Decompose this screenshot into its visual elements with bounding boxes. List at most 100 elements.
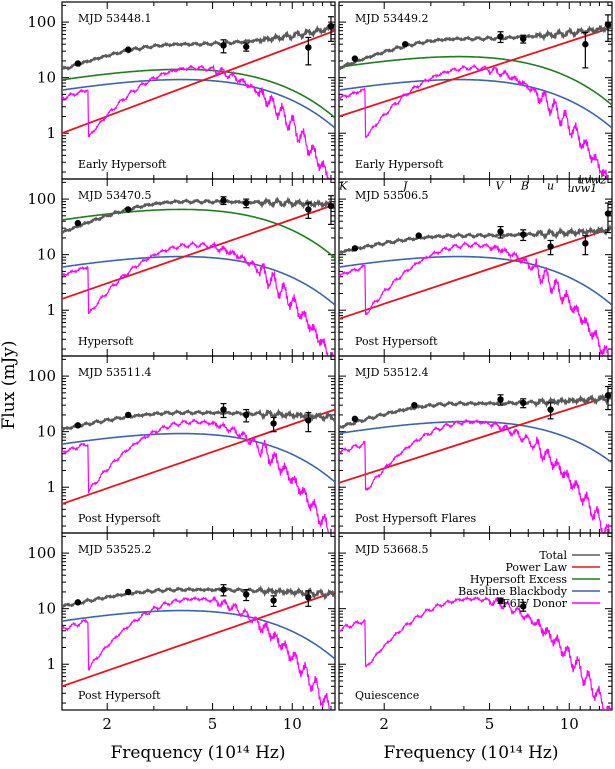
data-point xyxy=(124,411,132,419)
band-label: K xyxy=(338,179,348,192)
y-tick-label: 100 xyxy=(27,13,56,31)
band-label: J xyxy=(401,179,408,192)
data-point xyxy=(547,406,554,413)
band-label: uvw1 xyxy=(567,182,597,195)
data-point xyxy=(124,588,132,596)
x-tick-label: 2 xyxy=(379,715,389,733)
power-law-line xyxy=(62,29,335,135)
data-point xyxy=(520,35,527,43)
data-point xyxy=(327,22,335,30)
data-point xyxy=(124,206,132,213)
legend-label: Total xyxy=(539,549,567,562)
data-point xyxy=(497,33,504,40)
panel-title: MJD 53506.5 xyxy=(355,189,428,202)
panel-frame xyxy=(338,532,613,711)
data-point xyxy=(582,240,589,247)
panel-frame xyxy=(338,355,613,534)
total-model-curve xyxy=(62,23,335,71)
panel-6: MJD 53512.4 Post Hypersoft Flares xyxy=(338,355,613,534)
data-point xyxy=(305,44,312,51)
data-point xyxy=(497,228,504,235)
panel-frame xyxy=(338,178,613,357)
x-tick-label: 10 xyxy=(560,715,579,733)
donor-spectrum xyxy=(62,240,335,356)
panel-state-label: Post Hypersoft Flares xyxy=(355,512,476,525)
panel-title: MJD 53668.5 xyxy=(355,543,428,556)
hypersoft-excess-curve xyxy=(62,68,335,119)
baseline-blackbody-curve xyxy=(62,255,335,306)
x-tick-label: 2 xyxy=(102,715,112,733)
panel-curves xyxy=(339,595,612,710)
data-point xyxy=(604,210,612,217)
power-law-line xyxy=(339,26,612,118)
data-point xyxy=(520,399,527,407)
legend-label: F6IV Donor xyxy=(502,597,568,610)
total-model-curve xyxy=(62,196,335,234)
donor-spectrum xyxy=(339,241,609,356)
data-point xyxy=(305,206,312,213)
data-point xyxy=(411,401,418,409)
data-point xyxy=(327,202,335,210)
data-point xyxy=(74,219,82,227)
panel-title: MJD 53525.2 xyxy=(78,543,151,556)
x-tick-label: 5 xyxy=(208,715,218,733)
panel-state-label: Post Hypersoft xyxy=(78,512,161,525)
panel-title: MJD 53511.4 xyxy=(78,366,151,379)
data-point xyxy=(220,197,227,204)
baseline-blackbody-curve xyxy=(339,78,612,129)
total-model-curve xyxy=(62,408,335,432)
y-tick-label: 1 xyxy=(46,478,56,496)
legend-label: Hypersoft Excess xyxy=(470,573,567,586)
donor-spectrum xyxy=(62,63,335,179)
panel-curves xyxy=(62,402,335,533)
donor-spectrum xyxy=(62,595,331,710)
data-point xyxy=(74,60,82,67)
data-point xyxy=(270,597,277,604)
data-point xyxy=(243,43,250,50)
data-point xyxy=(305,594,312,601)
panel-title: MJD 53470.5 xyxy=(78,189,151,202)
y-tick-label: 100 xyxy=(27,544,56,562)
baseline-blackbody-curve xyxy=(62,609,335,660)
y-tick-label: 10 xyxy=(37,246,56,264)
total-model-curve xyxy=(62,585,335,609)
data-point xyxy=(401,41,409,48)
panel-curves xyxy=(62,16,335,179)
y-tick-label: 1 xyxy=(46,655,56,673)
y-tick-label: 1 xyxy=(46,301,56,319)
data-point xyxy=(243,411,250,419)
y-tick-label: 100 xyxy=(27,367,56,385)
panel-curves xyxy=(62,195,335,356)
panel-7: 1 10 100 2 5 10 MJD 53525.2 Post Hypersoft xyxy=(27,532,336,733)
band-label: V xyxy=(495,179,504,192)
panel-state-label: Quiescence xyxy=(355,689,419,702)
legend-label: Baseline Blackbody xyxy=(458,585,568,598)
x-axis-title-right: Frequency (10¹⁴ Hz) xyxy=(383,743,558,763)
baseline-blackbody-curve xyxy=(339,420,612,464)
panel-title: MJD 53512.4 xyxy=(355,366,428,379)
band-label: B xyxy=(520,179,529,192)
donor-spectrum xyxy=(339,595,612,710)
donor-spectrum xyxy=(339,418,611,533)
total-model-curve xyxy=(339,392,612,430)
total-model-curve xyxy=(339,23,612,71)
donor-spectrum xyxy=(339,63,609,179)
hypersoft-excess-curve xyxy=(339,55,612,106)
data-point xyxy=(351,245,359,252)
data-point xyxy=(74,599,82,606)
panel-title: MJD 53448.1 xyxy=(78,12,151,25)
panel-curves xyxy=(339,202,612,356)
panel-curves xyxy=(62,584,335,710)
total-model-curve xyxy=(339,224,612,255)
data-point xyxy=(220,406,227,413)
panel-state-label: Early Hypersoft xyxy=(78,158,167,171)
y-tick-label: 10 xyxy=(37,423,56,441)
panel-5: 1 10 100 MJD 53511.4 Post Hypersoft xyxy=(27,355,336,534)
panel-curves xyxy=(339,14,612,179)
power-law-line xyxy=(62,591,335,688)
panel-3: 1 10 100 MJD 53470.5 Hypersoft xyxy=(27,178,336,357)
data-point xyxy=(243,199,250,207)
data-point xyxy=(604,392,612,399)
